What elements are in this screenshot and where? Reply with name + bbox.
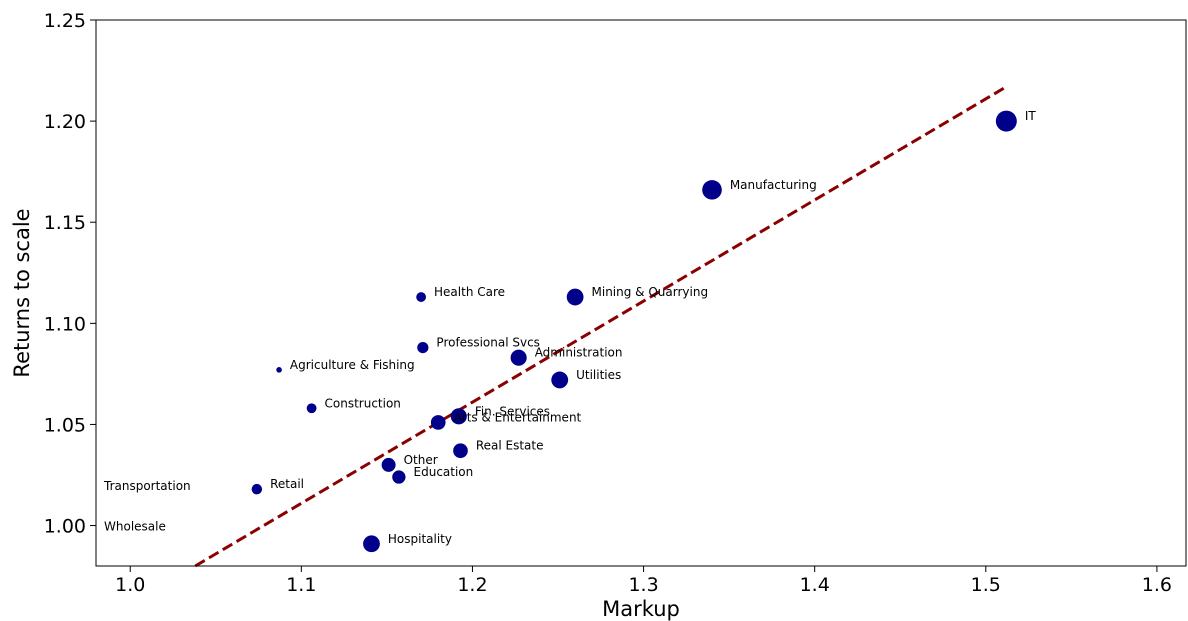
plot-frame — [95, 19, 1187, 567]
data-point — [416, 292, 427, 302]
point-label: Mining & Quarrying — [592, 285, 709, 299]
data-point — [995, 110, 1017, 132]
data-point — [381, 457, 396, 472]
y-axis-title: Returns to scale — [10, 208, 34, 377]
point-label: Utilities — [576, 368, 621, 382]
data-point — [276, 367, 282, 373]
x-tick-label: 1.5 — [971, 574, 1001, 596]
x-tick-label: 1.1 — [286, 574, 316, 596]
y-tick-label: 1.25 — [44, 10, 86, 32]
ticks-layer: 1.0 1.1 1.2 1.3 1.4 1.5 1.6 1.00 1.05 1.10 1.15 1.2… — [44, 10, 1172, 596]
point-label: Professional Svcs — [436, 336, 540, 350]
y-tick-label: 1.05 — [44, 414, 86, 436]
point-label: Education — [414, 465, 474, 479]
axes-layer — [95, 19, 1187, 567]
point-label: Wholesale — [104, 520, 166, 534]
y-tick-label: 1.00 — [44, 516, 86, 538]
y-tick-label: 1.10 — [44, 313, 86, 335]
point-label: Manufacturing — [730, 178, 817, 192]
point-label: Arts & Entertainment — [454, 410, 582, 424]
x-tick-label: 1.0 — [115, 574, 145, 596]
data-point — [430, 415, 446, 430]
x-tick-label: 1.6 — [1142, 574, 1172, 596]
data-point — [251, 483, 263, 495]
data-point — [551, 371, 569, 389]
point-labels-layer: IT Manufacturing Mining & Quarrying Health … — [103, 109, 1036, 546]
fit-line-layer — [194, 85, 1008, 568]
point-label: Other — [404, 453, 438, 467]
points-layer — [251, 110, 1017, 553]
point-label: Hospitality — [388, 532, 452, 546]
x-tick-label: 1.3 — [628, 574, 658, 596]
fit-line — [194, 85, 1008, 568]
data-point — [363, 535, 380, 553]
data-point — [510, 349, 527, 366]
data-point — [702, 180, 722, 200]
y-tick-label: 1.15 — [44, 212, 86, 234]
point-label: Retail — [270, 477, 304, 491]
data-point — [306, 403, 317, 414]
x-tick-label: 1.4 — [800, 574, 830, 596]
data-point — [417, 342, 429, 354]
point-label: Health Care — [434, 285, 505, 299]
data-point — [453, 443, 468, 459]
data-point — [450, 408, 467, 425]
data-point — [392, 470, 406, 484]
y-tick-label: 1.20 — [44, 111, 86, 133]
point-label: Agriculture & Fishing — [290, 358, 415, 372]
point-label: IT — [1025, 109, 1037, 123]
x-tick-label: 1.2 — [457, 574, 487, 596]
point-label: Real Estate — [476, 439, 544, 453]
point-label: Transportation — [103, 479, 191, 493]
point-label: Construction — [325, 396, 401, 410]
data-point — [566, 288, 584, 306]
point-label: Fin. Services — [475, 404, 550, 418]
point-label: Administration — [535, 346, 623, 360]
x-axis-title: Markup — [602, 597, 680, 621]
